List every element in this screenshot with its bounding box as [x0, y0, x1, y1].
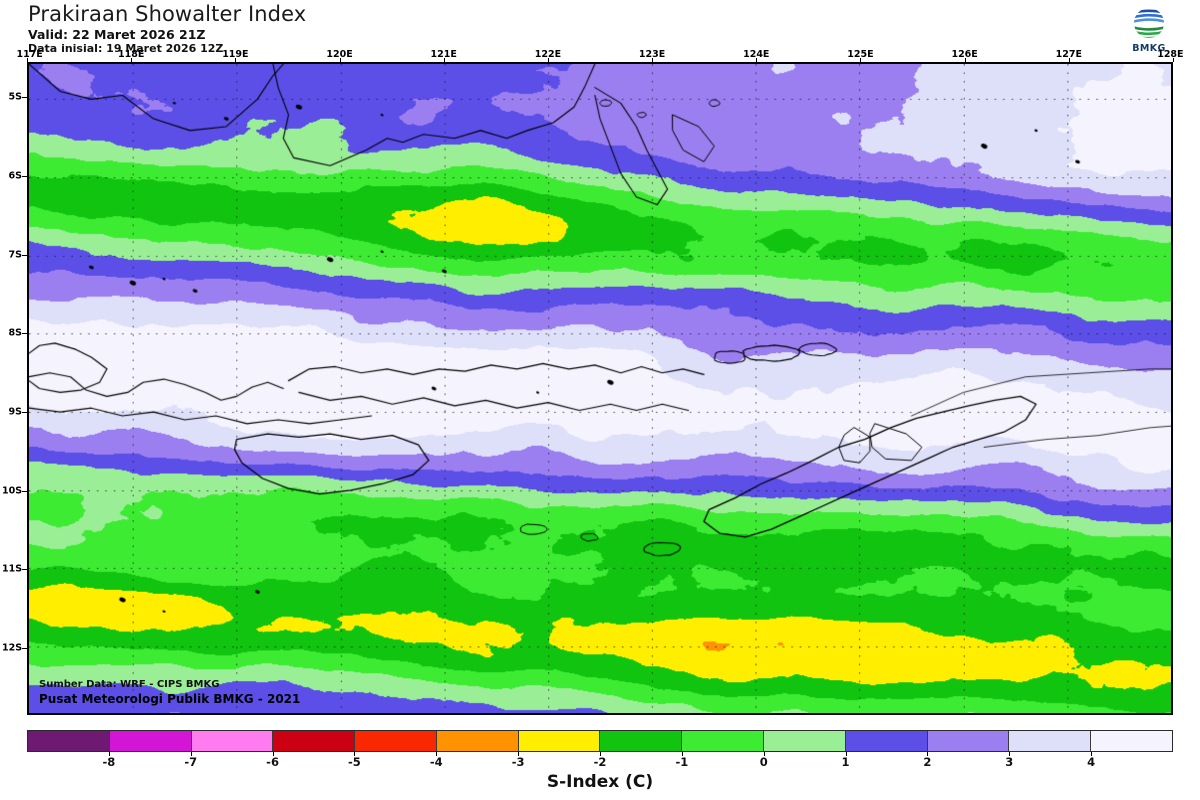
y-axis-tick	[22, 333, 27, 335]
x-axis-tick	[860, 58, 862, 62]
colorbar-tick-label: -1	[675, 755, 689, 769]
y-axis-label: 10S	[2, 485, 23, 497]
x-axis-tick	[652, 58, 654, 62]
colorbar-tick-label: -2	[593, 755, 607, 769]
x-axis-tick	[547, 58, 549, 62]
page-title: Prakiraan Showalter Index	[28, 2, 307, 26]
colorbar[interactable]	[27, 730, 1173, 752]
header: Prakiraan Showalter Index Valid: 22 Mare…	[28, 2, 728, 55]
colorbar-tick-label: 4	[1087, 755, 1096, 769]
colorbar-segment	[1009, 731, 1092, 751]
x-axis-tick	[756, 58, 758, 62]
bmkg-emblem-icon	[1134, 8, 1164, 38]
colorbar-tick-mark	[763, 752, 765, 756]
colorbar-tick-label: 0	[759, 755, 768, 769]
colorbar-tick-mark	[518, 752, 520, 756]
colorbar-tick-mark	[190, 752, 192, 756]
x-axis-label: 123E	[638, 49, 666, 60]
colorbar-segment	[355, 731, 437, 751]
bmkg-logo: BMKG	[1114, 4, 1184, 56]
x-axis-tick	[1173, 58, 1174, 62]
colorbar-segment	[273, 731, 356, 751]
y-axis-label: 8S	[8, 327, 22, 339]
colorbar-tick-label: 2	[923, 755, 932, 769]
colorbar-title: S-Index (C)	[546, 772, 654, 792]
x-axis-tick	[27, 58, 28, 62]
showalter-index-field	[29, 64, 1171, 713]
x-axis-tick	[339, 58, 341, 62]
colorbar-ticks: -8 -7 -6 -5 -4 -3 -2 -1 0 1 2 3 4	[27, 752, 1173, 769]
x-axis-label: 117E	[16, 49, 43, 60]
x-axis-label: 127E	[1055, 49, 1082, 60]
colorbar-tick-label: -5	[348, 755, 361, 769]
y-axis-tick	[22, 254, 27, 256]
y-axis-label: 6S	[8, 170, 22, 182]
colorbar-tick-mark	[1009, 752, 1011, 756]
x-axis-tick	[131, 58, 133, 62]
organization-label: Pusat Meteorologi Publik BMKG - 2021	[39, 692, 301, 706]
y-axis-tick	[22, 648, 27, 650]
y-axis-tick	[22, 176, 27, 178]
colorbar-tick-mark	[681, 752, 683, 756]
colorbar-segment	[682, 731, 765, 751]
colorbar-segment	[1091, 731, 1172, 751]
colorbar-segment	[109, 731, 192, 751]
y-axis-tick	[22, 412, 27, 414]
colorbar-segment	[28, 731, 110, 751]
colorbar-tick-mark	[436, 752, 438, 756]
x-axis-label: 118E	[118, 49, 145, 60]
valid-time-label: Valid: 22 Maret 2026 21Z	[28, 27, 206, 42]
colorbar-tick-label: -7	[184, 755, 198, 769]
y-axis-label: 5S	[8, 91, 22, 103]
forecast-map[interactable]: Sumber Data: WRF - CIPS BMKG Pusat Meteo…	[27, 62, 1173, 715]
y-axis-label: 12S	[2, 642, 23, 654]
x-axis-label: 122E	[534, 49, 562, 60]
x-axis-label: 124E	[743, 49, 770, 60]
data-source-label: Sumber Data: WRF - CIPS BMKG	[39, 679, 220, 690]
colorbar-tick-label: 1	[841, 755, 850, 769]
colorbar-tick-label: -3	[511, 755, 525, 769]
colorbar-tick-label: -6	[266, 755, 279, 769]
x-axis-label: 125E	[847, 49, 874, 60]
bmkg-logo-label: BMKG	[1132, 43, 1166, 54]
colorbar-tick-mark	[1091, 752, 1093, 756]
x-axis-tick	[235, 58, 237, 62]
colorbar-tick-mark	[272, 752, 274, 756]
x-axis-label: 119E	[222, 49, 249, 60]
x-axis-label: 128E	[1157, 49, 1184, 60]
colorbar-segment	[600, 731, 683, 751]
colorbar-segment	[927, 731, 1010, 751]
colorbar-tick-label: 3	[1005, 755, 1014, 769]
colorbar-segment	[436, 731, 519, 751]
colorbar-tick-mark	[845, 752, 847, 756]
y-axis-tick	[22, 569, 27, 571]
y-axis-tick	[22, 490, 27, 492]
colorbar-tick-label: -8	[102, 755, 116, 769]
colorbar-tick-mark	[927, 752, 929, 756]
y-axis-tick	[22, 97, 27, 99]
x-axis-label: 121E	[430, 49, 457, 60]
colorbar-tick-mark	[108, 752, 110, 756]
y-axis-label: 11S	[2, 563, 23, 575]
x-axis-label: 126E	[951, 49, 978, 60]
y-axis-label: 9S	[8, 406, 22, 418]
x-axis-label: 120E	[326, 49, 353, 60]
x-axis-tick	[964, 58, 966, 62]
colorbar-segment	[764, 731, 846, 751]
colorbar-tick-mark	[600, 752, 601, 756]
colorbar-segment	[845, 731, 928, 751]
colorbar-segment	[518, 731, 601, 751]
x-axis-tick	[443, 58, 445, 62]
colorbar-tick-mark	[354, 752, 356, 756]
x-axis-tick	[1068, 58, 1070, 62]
colorbar-segment	[191, 731, 274, 751]
y-axis-label: 7S	[8, 249, 22, 261]
colorbar-tick-label: -4	[429, 755, 443, 769]
initial-data-label: Data inisial: 19 Maret 2026 12Z	[28, 42, 224, 55]
